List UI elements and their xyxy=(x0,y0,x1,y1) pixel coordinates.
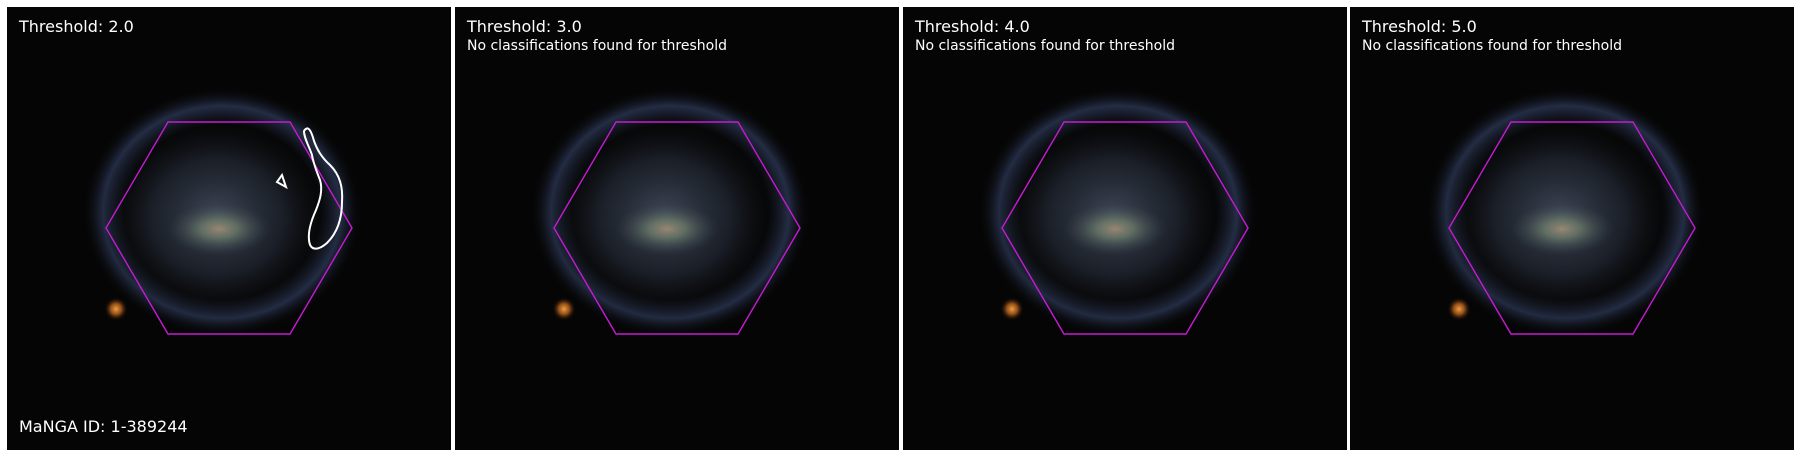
classification-contour xyxy=(302,127,344,250)
threshold-title: Threshold: 2.0 xyxy=(19,17,134,36)
foreground-star xyxy=(1000,297,1024,321)
galaxy-image xyxy=(530,87,810,337)
galaxy-core xyxy=(167,203,271,255)
galaxy-image xyxy=(978,87,1258,337)
panel-threshold-4: Threshold: 4.0 No classifications found … xyxy=(903,7,1347,450)
galaxy-core xyxy=(1063,203,1167,255)
manga-id-label: MaNGA ID: 1-389244 xyxy=(19,417,188,436)
panel-threshold-2: Threshold: 2.0 MaNGA ID: 1-389244 xyxy=(7,7,451,450)
classification-contour-small xyxy=(275,172,288,190)
galaxy-core xyxy=(1510,203,1614,255)
ifu-hexagon xyxy=(553,121,801,335)
no-classifications-message: No classifications found for threshold xyxy=(467,38,727,54)
foreground-star xyxy=(1447,297,1471,321)
ifu-hexagon xyxy=(1448,121,1696,335)
threshold-title: Threshold: 3.0 xyxy=(467,17,582,36)
foreground-star xyxy=(552,297,576,321)
panel-threshold-5: Threshold: 5.0 No classifications found … xyxy=(1350,7,1794,450)
galaxy-image xyxy=(1425,87,1705,337)
foreground-star xyxy=(104,297,128,321)
ifu-hexagon xyxy=(1001,121,1249,335)
threshold-title: Threshold: 4.0 xyxy=(915,17,1030,36)
threshold-title: Threshold: 5.0 xyxy=(1362,17,1477,36)
no-classifications-message: No classifications found for threshold xyxy=(915,38,1175,54)
no-classifications-message: No classifications found for threshold xyxy=(1362,38,1622,54)
panel-threshold-3: Threshold: 3.0 No classifications found … xyxy=(455,7,899,450)
ifu-hexagon xyxy=(105,121,353,335)
galaxy-image xyxy=(82,87,362,337)
galaxy-core xyxy=(615,203,719,255)
